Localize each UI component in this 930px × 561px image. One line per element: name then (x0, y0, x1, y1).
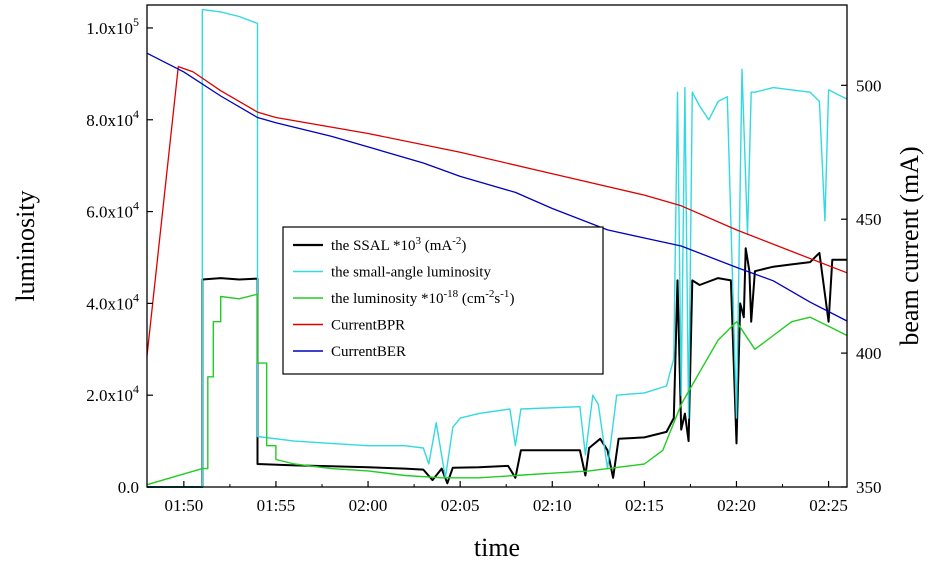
y-left-axis-title: luminosity (11, 190, 40, 301)
x-axis-title: time (474, 533, 520, 561)
y-left-tick-label: 1.0x105 (86, 15, 139, 38)
x-tick-label: 02:25 (809, 496, 848, 515)
y-left-axis-ticks: 0.0 2.0x104 4.0x104 6.0x104 8.0x104 1.0x105 (86, 15, 153, 497)
x-tick-label: 02:00 (349, 496, 388, 515)
x-tick-label: 01:55 (257, 496, 296, 515)
x-tick-label: 02:05 (441, 496, 480, 515)
y-right-tick-label: 400 (856, 344, 882, 363)
x-tick-label: 02:15 (625, 496, 664, 515)
y-left-tick-label: 6.0x104 (86, 199, 139, 222)
legend-entry: CurrentBPR (331, 318, 405, 334)
x-tick-label: 02:10 (533, 496, 572, 515)
legend-entry: CurrentBER (331, 344, 406, 360)
legend-box (282, 226, 604, 375)
y-left-tick-label: 4.0x104 (86, 290, 139, 313)
y-left-tick-label: 0.0 (118, 478, 139, 497)
plot-frame (146, 4, 848, 488)
series-line-5 (146, 52, 848, 322)
y-right-tick-label: 450 (856, 210, 882, 229)
legend-entry: the luminosity *10-18 (cm-2s-1) (331, 288, 514, 307)
y-right-axis-title: beam current (mA) (895, 146, 924, 345)
x-tick-label: 01:50 (164, 496, 203, 515)
series-line-4 (146, 65, 848, 356)
x-tick-label: 02:20 (717, 496, 756, 515)
y-right-tick-label: 350 (856, 478, 882, 497)
series-line-3 (146, 293, 848, 486)
y-left-tick-label: 8.0x104 (86, 107, 139, 130)
y-left-tick-label: 2.0x104 (86, 382, 139, 405)
y-right-axis-ticks: 350 400 450 500 (841, 76, 882, 497)
legend: the SSAL *103 (mA-2) the small-angle lumi… (282, 226, 604, 375)
x-axis-ticks: 01:50 01:55 02:00 02:05 02:10 02:15 02:20 02:25 (164, 481, 848, 515)
series-line-1 (147, 247, 847, 488)
y-right-tick-label: 500 (856, 76, 882, 95)
legend-entry: the SSAL *103 (mA-2) (331, 235, 466, 254)
legend-entry: the small-angle luminosity (331, 265, 491, 281)
plot-lines (146, 8, 848, 488)
